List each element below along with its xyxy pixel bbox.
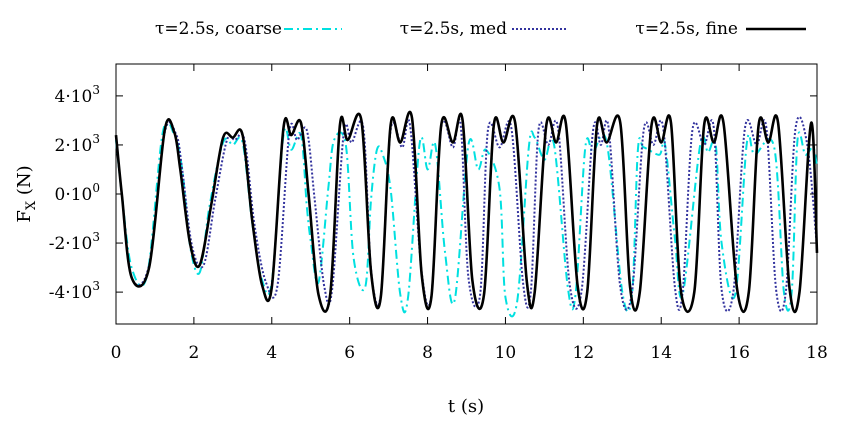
series-line bbox=[115, 115, 818, 313]
x-tick-label: 6 bbox=[344, 343, 355, 363]
y-tick-exponent: 3 bbox=[92, 83, 100, 97]
y-axis-title-main: F bbox=[14, 210, 35, 223]
x-tick-label: 18 bbox=[806, 343, 828, 363]
y-tick-mantissa: 2·10 bbox=[55, 136, 93, 156]
x-tick-label: 12 bbox=[573, 343, 595, 363]
series-layer bbox=[114, 110, 819, 318]
y-tick-label: -4·103 bbox=[49, 279, 100, 303]
x-axis: 0 2 4 6 8 10 12 14 16 18 bbox=[111, 64, 828, 363]
y-tick-label: 2·103 bbox=[55, 132, 101, 156]
x-tick-label: 16 bbox=[728, 343, 750, 363]
y-tick-mantissa: 0·10 bbox=[55, 185, 93, 205]
legend-label: τ=2.5s, coarse bbox=[155, 19, 282, 39]
x-axis-title: t (s) bbox=[448, 396, 484, 417]
y-tick-mantissa: -2·10 bbox=[49, 234, 93, 254]
x-tick-label: 2 bbox=[188, 343, 199, 363]
y-tick-exponent: 3 bbox=[92, 279, 100, 293]
y-tick-exponent: 3 bbox=[92, 132, 100, 146]
y-tick-mantissa: 4·10 bbox=[55, 87, 93, 107]
legend: τ=2.5s, coarse τ=2.5s, med τ=2.5s, fine bbox=[155, 19, 806, 39]
legend-label: τ=2.5s, fine bbox=[635, 19, 738, 39]
y-tick-label: -2·103 bbox=[49, 230, 100, 254]
y-tick-exponent: 3 bbox=[92, 230, 100, 244]
x-tick-label: 8 bbox=[422, 343, 433, 363]
x-tick-label: 4 bbox=[266, 343, 277, 363]
x-tick-label: 0 bbox=[111, 343, 122, 363]
legend-label: τ=2.5s, med bbox=[400, 19, 507, 39]
series-line bbox=[114, 110, 819, 314]
x-tick-label: 10 bbox=[495, 343, 517, 363]
x-tick-label: 14 bbox=[650, 343, 672, 363]
y-axis-title: FX (N) bbox=[14, 165, 39, 222]
y-axis-title-sub: X bbox=[24, 200, 39, 210]
y-tick-mantissa: -4·10 bbox=[49, 283, 93, 303]
y-tick-exponent: 0 bbox=[92, 181, 100, 195]
y-tick-label: 4·103 bbox=[55, 83, 101, 107]
y-tick-label: 0·100 bbox=[55, 181, 101, 205]
y-axis-title-unit: (N) bbox=[14, 165, 35, 201]
